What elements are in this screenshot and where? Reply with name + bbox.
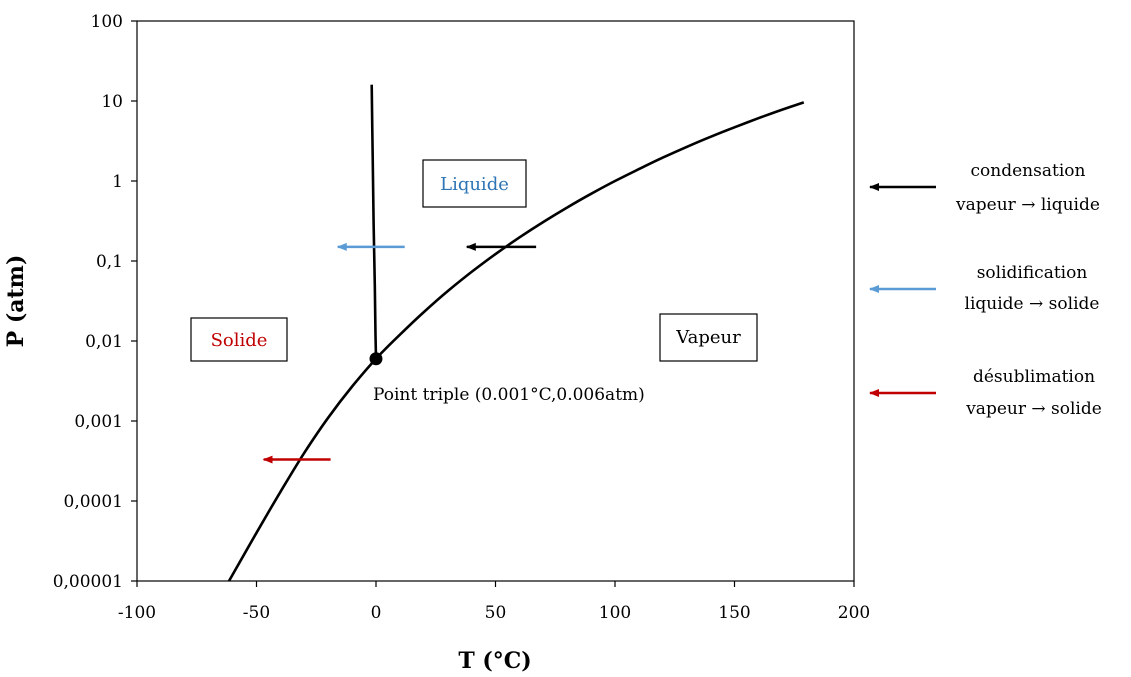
y-tick-label: 0,001 (74, 412, 123, 432)
region-solide-box (190, 317, 288, 362)
x-axis-title: T (°C) (458, 648, 531, 674)
region-liquide-box (422, 159, 527, 208)
y-tick-label: 0,00001 (53, 572, 123, 592)
legend-solidification-detail: liquide → solide (965, 294, 1100, 314)
triple-point-marker (369, 352, 383, 366)
y-tick-label: 1 (112, 172, 123, 192)
x-tick-label: 0 (371, 603, 382, 623)
plot-area-frame (136, 20, 855, 582)
x-tick-label: 50 (485, 603, 507, 623)
legend-solidification-title: solidification (977, 263, 1088, 283)
region-vapeur-box (659, 313, 758, 362)
region-vapeur: Vapeur (659, 313, 758, 362)
region-solide: Solide (190, 317, 288, 362)
x-axis-ticks: -100 -50 0 50 100 150 200 (118, 581, 870, 623)
y-tick-label: 0,0001 (64, 492, 123, 512)
legend-desublimation-title: désublimation (973, 367, 1095, 387)
fusion-curve (370, 84, 378, 359)
legend-desublimation-detail: vapeur → solide (965, 399, 1102, 419)
x-tick-label: 200 (838, 603, 870, 623)
x-tick-label: -50 (243, 603, 270, 623)
region-vapeur-label: Vapeur (675, 327, 741, 348)
x-tick-label: 100 (599, 603, 631, 623)
x-tick-label: 150 (718, 603, 750, 623)
y-tick-label: 10 (101, 92, 123, 112)
y-tick-label: 0,01 (85, 332, 123, 352)
y-tick-label: 0,1 (96, 252, 123, 272)
triple-point-label: Point triple (0.001°C,0.006atm) (373, 385, 645, 405)
vaporization-sublimation-curve (227, 101, 805, 582)
legend-condensation-title: condensation (971, 161, 1086, 181)
legend: condensation vapeur → liquide solidifica… (869, 161, 1102, 419)
transition-arrows (262, 242, 537, 464)
y-axis-ticks: 0,00001 0,0001 0,001 0,01 0,1 1 10 100 (53, 12, 137, 592)
x-tick-label: -100 (118, 603, 156, 623)
region-liquide-label: Liquide (440, 174, 509, 195)
legend-condensation-detail: vapeur → liquide (955, 195, 1100, 215)
region-liquide: Liquide (422, 159, 527, 208)
region-solide-label: Solide (211, 330, 268, 351)
y-axis-title: P (atm) (3, 255, 29, 348)
y-tick-label: 100 (91, 12, 123, 32)
